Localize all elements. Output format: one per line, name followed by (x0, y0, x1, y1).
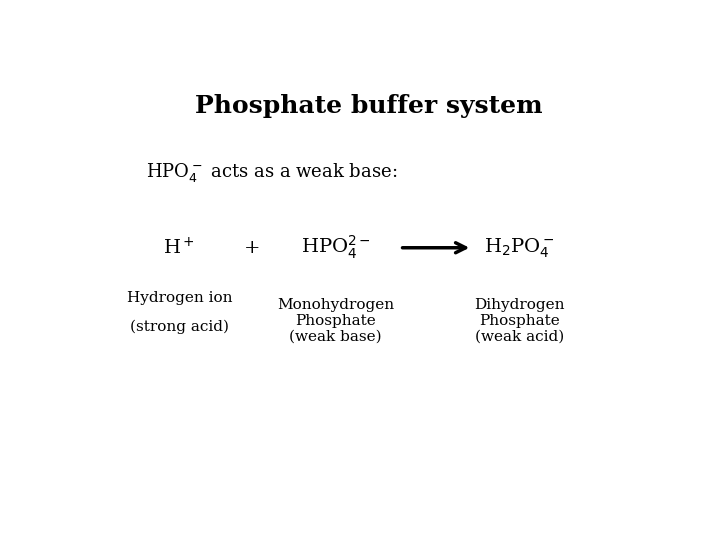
Text: HPO$_4^{2-}$: HPO$_4^{2-}$ (301, 234, 370, 261)
Text: Monohydrogen
Phosphate
(weak base): Monohydrogen Phosphate (weak base) (277, 298, 394, 344)
Text: +: + (243, 239, 260, 256)
Text: H$_2$PO$_4^-$: H$_2$PO$_4^-$ (485, 236, 555, 260)
Text: H$^+$: H$^+$ (163, 237, 195, 259)
Text: Phosphate buffer system: Phosphate buffer system (195, 94, 543, 118)
Text: HPO$_4^-$ acts as a weak base:: HPO$_4^-$ acts as a weak base: (145, 161, 397, 184)
Text: (strong acid): (strong acid) (130, 320, 229, 334)
Text: Dihydrogen
Phosphate
(weak acid): Dihydrogen Phosphate (weak acid) (474, 298, 565, 344)
Text: Hydrogen ion: Hydrogen ion (127, 291, 232, 305)
